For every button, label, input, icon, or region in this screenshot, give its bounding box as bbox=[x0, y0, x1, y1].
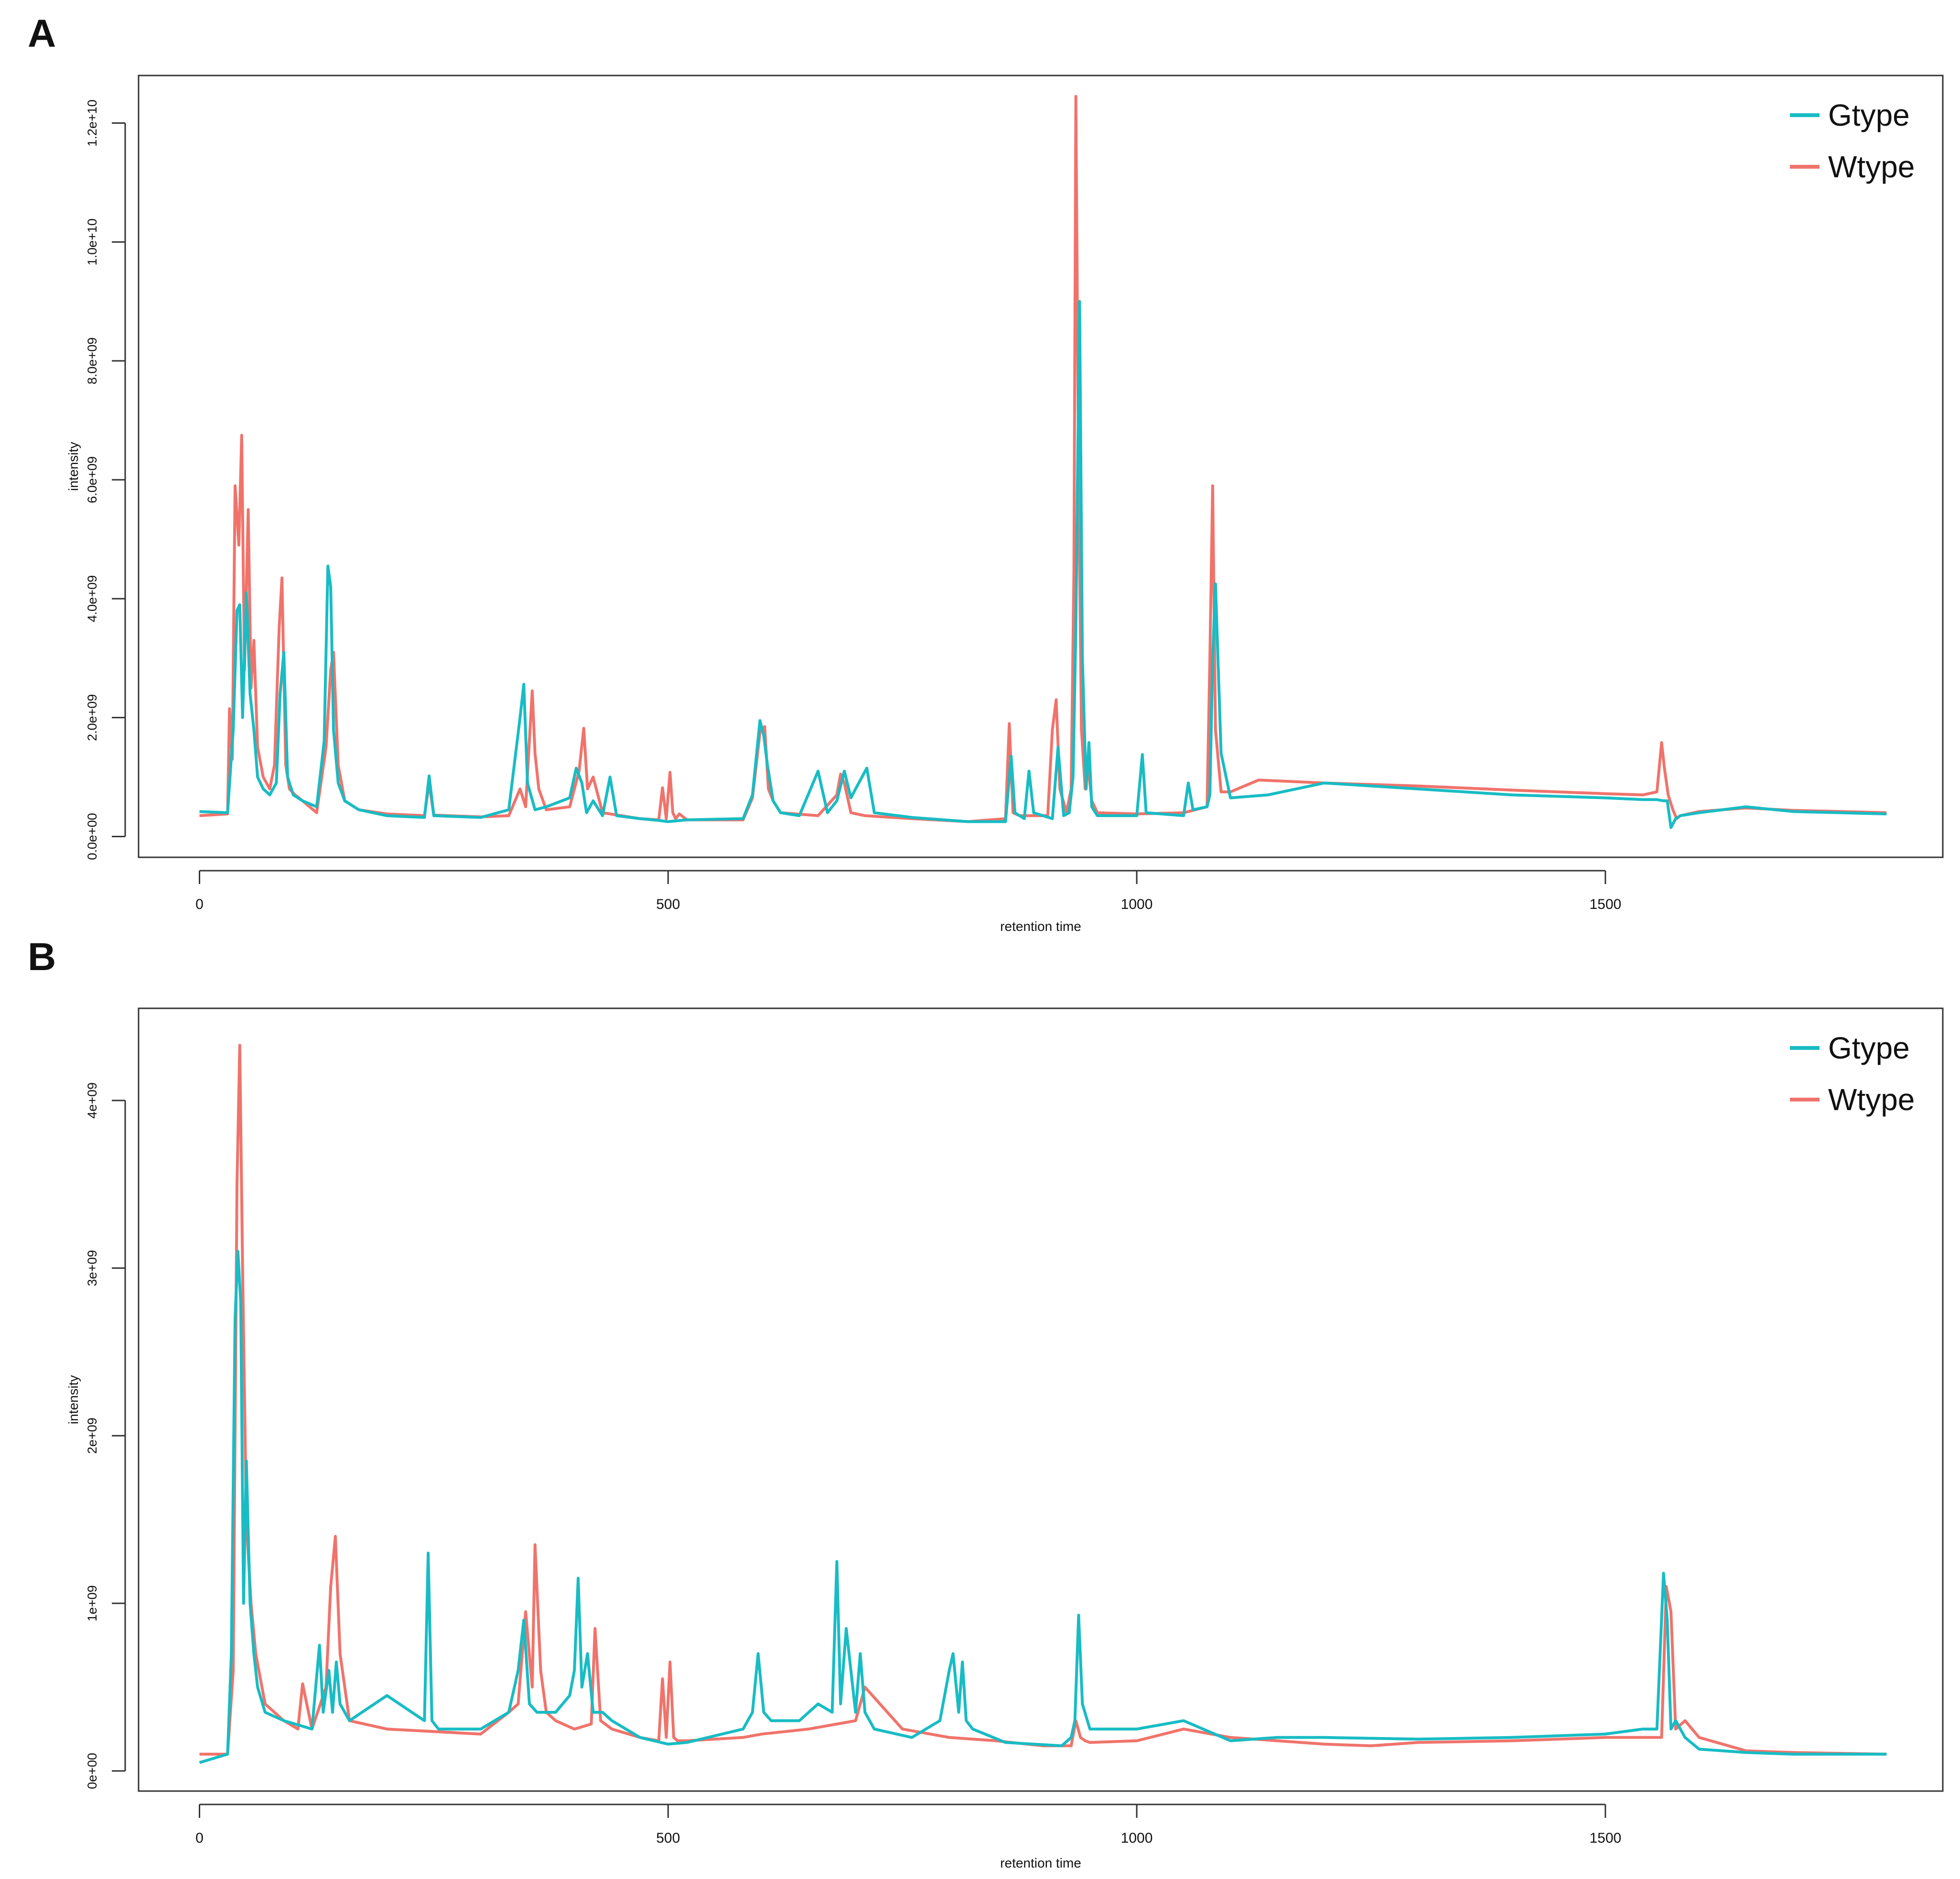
chart-b-x-tick-label: 1000 bbox=[1121, 1830, 1153, 1846]
chart-a-y-tick-label: 8.0e+09 bbox=[85, 337, 99, 384]
chart-a-x-tick-label: 0 bbox=[195, 896, 204, 912]
chart-b-series-line-wtype bbox=[199, 1044, 1887, 1756]
chart-a-x-tick-label: 500 bbox=[656, 896, 680, 912]
chart-a-y-tick-label: 6.0e+09 bbox=[85, 456, 99, 503]
chart-a-chromatogram: 0 500 1000 1500 retention time 0.0e+00 2.0e+09… bbox=[66, 75, 1944, 934]
chart-b-legend-label-wtype: Wtype bbox=[1828, 1082, 1915, 1117]
chart-a-x-axis-label: retention time bbox=[1000, 919, 1081, 934]
chart-b-y-tick-label: 3e+09 bbox=[85, 1250, 99, 1286]
chart-a-series-line-wtype bbox=[199, 95, 1887, 823]
chart-b-chromatogram: 0 500 1000 1500 retention time 0e+00 1e+09 2e+0… bbox=[66, 1007, 1944, 1870]
chart-a-plot-frame bbox=[138, 75, 1944, 858]
chart-a-series-line-gtype bbox=[199, 300, 1887, 829]
chart-a-y-tick-label: 4.0e+09 bbox=[85, 575, 99, 622]
panel-label-b: B bbox=[28, 935, 56, 979]
chart-a-y-axis-label: intensity bbox=[66, 442, 81, 491]
chart-b-y-tick-label: 1e+09 bbox=[85, 1585, 99, 1621]
chart-b-legend-label-gtype: Gtype bbox=[1828, 1031, 1910, 1065]
chart-b-x-axis-label: retention time bbox=[1000, 1856, 1081, 1870]
chart-b-y-tick-label: 2e+09 bbox=[85, 1417, 99, 1454]
chart-a-legend-label-wtype: Wtype bbox=[1828, 150, 1915, 184]
chart-a-y-tick-label: 1.2e+10 bbox=[85, 99, 99, 146]
chart-a-y-tick-label: 0.0e+00 bbox=[85, 813, 99, 860]
chart-b-y-axis-label: intensity bbox=[66, 1375, 81, 1425]
chart-a-y-tick-label: 1.0e+10 bbox=[85, 218, 99, 265]
chart-a-y-tick-label: 2.0e+09 bbox=[85, 694, 99, 741]
chart-b-plot-frame bbox=[138, 1007, 1944, 1792]
chart-a-x-tick-label: 1500 bbox=[1589, 896, 1621, 912]
chart-b-y-tick-label: 4e+09 bbox=[85, 1082, 99, 1119]
chart-a-x-tick-label: 1000 bbox=[1121, 896, 1153, 912]
chart-b-x-tick-label: 0 bbox=[195, 1830, 204, 1846]
chart-a-legend-label-gtype: Gtype bbox=[1828, 98, 1910, 132]
chart-b-y-tick-label: 0e+00 bbox=[85, 1753, 99, 1789]
chart-b-x-tick-label: 500 bbox=[656, 1830, 680, 1846]
panel-label-a: A bbox=[28, 12, 56, 55]
chart-b-series-line-gtype bbox=[199, 1250, 1887, 1764]
chart-b-x-tick-label: 1500 bbox=[1589, 1830, 1621, 1846]
